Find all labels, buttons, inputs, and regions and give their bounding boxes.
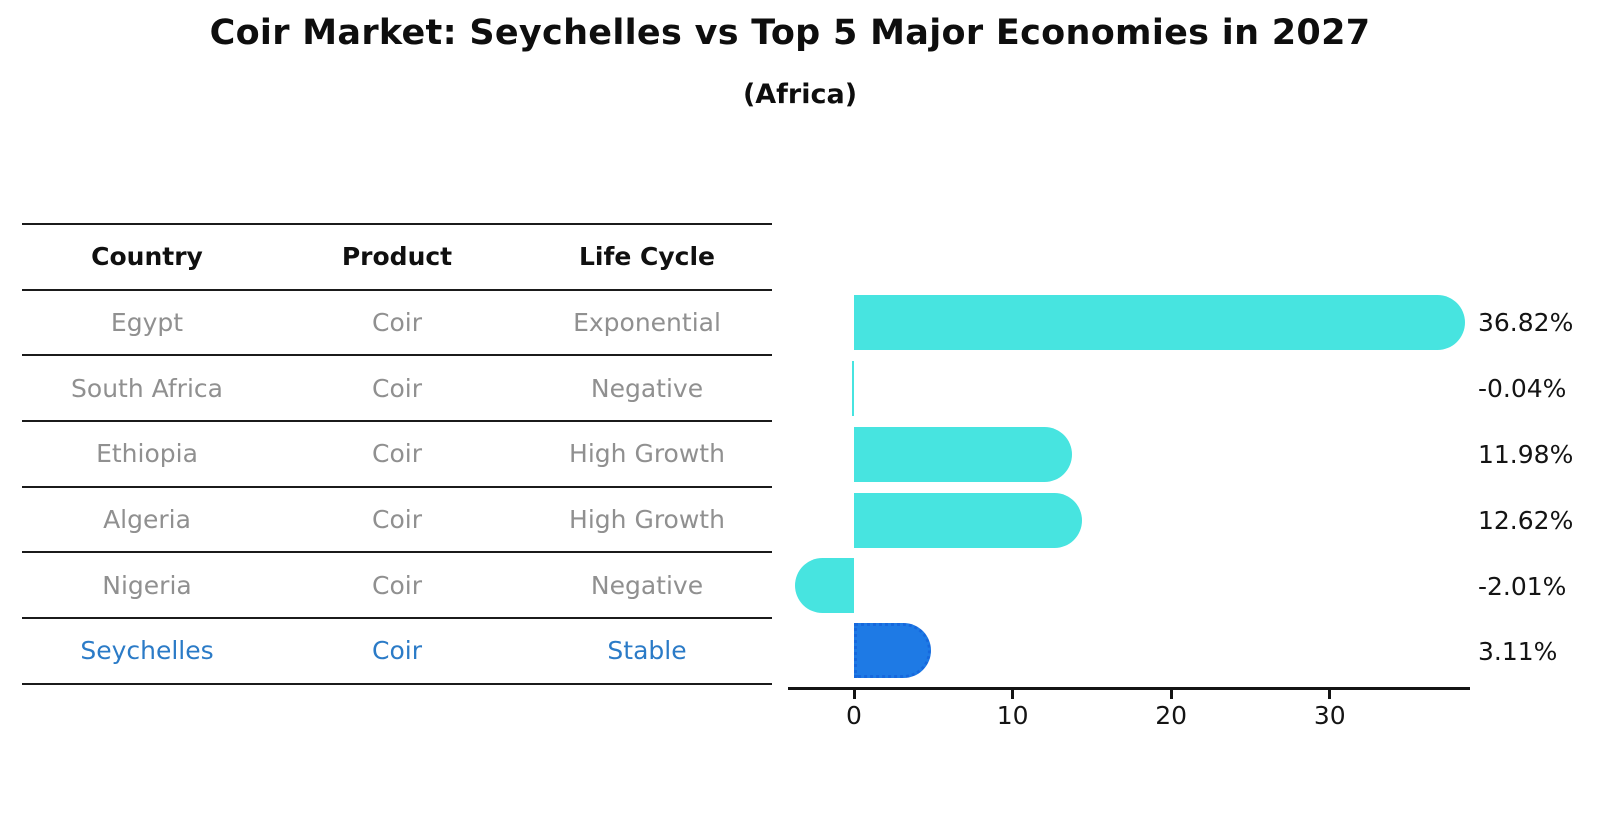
cell-life-cycle: Negative [590, 373, 704, 403]
table-row-egypt: Egypt Coir Exponential [22, 291, 772, 357]
column-header-life-cycle: Life Cycle [578, 242, 716, 272]
value-label-south-africa: -0.04% [1478, 374, 1567, 403]
bar-egypt [854, 294, 1466, 350]
column-header-product: Product [341, 242, 453, 272]
bar-ethiopia [854, 426, 1072, 482]
x-tick-mark-20 [1169, 690, 1173, 699]
table-header-row: Country Product Life Cycle [22, 225, 772, 291]
x-tick-label-30: 30 [1313, 701, 1346, 730]
bar-south-africa [851, 360, 854, 416]
cell-product: Coir [372, 505, 422, 535]
chart-title: Coir Market: Seychelles vs Top 5 Major E… [209, 13, 1371, 53]
column-header-country: Country [91, 242, 203, 272]
x-tick-label-10: 10 [996, 701, 1029, 730]
value-label-algeria: 12.62% [1478, 506, 1574, 535]
cell-life-cycle: Negative [590, 570, 704, 600]
x-axis-line [788, 687, 1470, 690]
x-tick-label-20: 20 [1155, 701, 1188, 730]
cell-product: Coir [372, 308, 422, 338]
x-tick-mark-0 [852, 690, 856, 699]
bar-nigeria [794, 558, 854, 613]
table-row-ethiopia: Ethiopia Coir High Growth [22, 422, 772, 488]
table-row-algeria: Algeria Coir High Growth [22, 488, 772, 554]
value-label-ethiopia: 11.98% [1478, 440, 1574, 469]
cell-life-cycle: Exponential [573, 308, 721, 338]
table-row-seychelles-highlight: Seychelles Coir Stable [22, 619, 772, 685]
summary-table: Country Product Life Cycle Egypt Coir Ex… [22, 223, 772, 685]
cell-life-cycle: Stable [607, 636, 687, 666]
value-label-egypt: 36.82% [1478, 308, 1574, 337]
table-row-nigeria: Nigeria Coir Negative [22, 553, 772, 620]
cell-country: Ethiopia [96, 439, 198, 469]
bar-algeria [854, 492, 1082, 548]
cell-country: Egypt [110, 308, 184, 338]
cell-product: Coir [372, 636, 422, 666]
table-row-south-africa: South Africa Coir Negative [22, 356, 772, 423]
cell-product: Coir [372, 439, 422, 469]
value-label-nigeria: -2.01% [1478, 571, 1567, 601]
cell-country: South Africa [71, 373, 223, 403]
cell-product: Coir [372, 373, 422, 403]
cell-country: Algeria [103, 505, 191, 535]
cell-life-cycle: High Growth [569, 439, 725, 469]
x-tick-mark-30 [1328, 690, 1332, 699]
cell-product: Coir [372, 570, 422, 600]
cell-country: Seychelles [80, 636, 214, 666]
cell-life-cycle: High Growth [569, 505, 725, 535]
x-tick-mark-10 [1011, 690, 1015, 699]
cell-country: Nigeria [102, 570, 192, 600]
x-tick-label-0: 0 [846, 701, 862, 730]
chart-subtitle: (Africa) [742, 79, 858, 110]
value-label-seychelles: 3.11% [1478, 636, 1558, 666]
bar-seychelles-highlight [854, 623, 931, 678]
